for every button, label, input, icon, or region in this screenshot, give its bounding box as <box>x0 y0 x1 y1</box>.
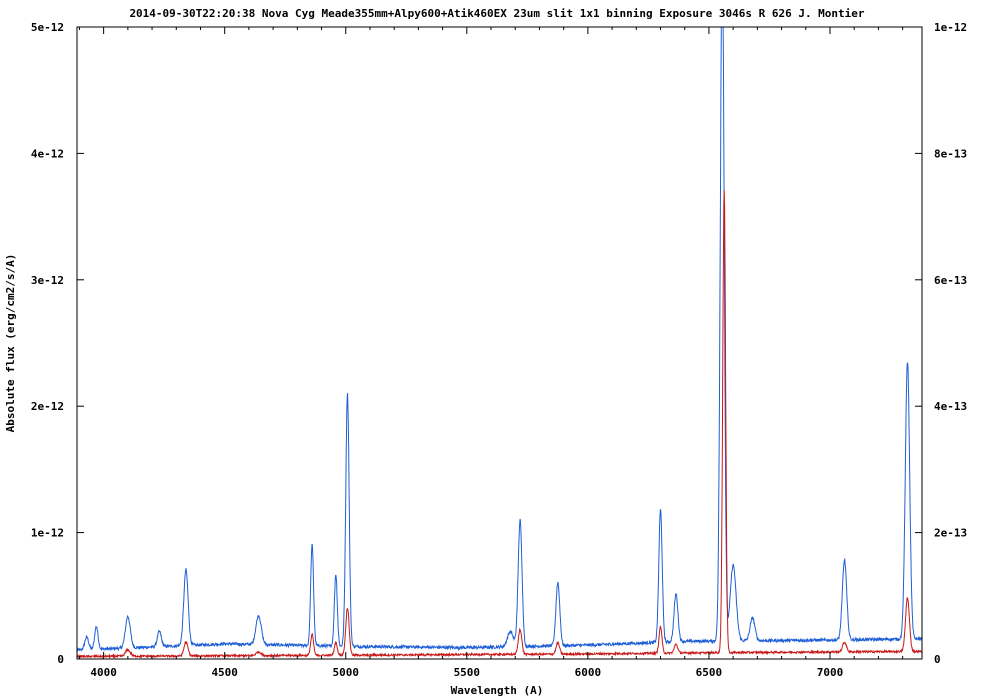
series-line-left-axis <box>77 27 922 653</box>
y-right-tick-label: 0 <box>934 653 941 666</box>
y-left-tick-label: 5e-12 <box>31 21 64 34</box>
x-axis: 4000 4500 5000 5500 6000 6500 7000 <box>78 27 904 679</box>
x-tick-label: 5000 <box>333 666 360 679</box>
y-left-tick-label: 2e-12 <box>31 400 64 413</box>
series-layer <box>77 27 922 659</box>
plot-frame <box>76 26 923 660</box>
y-right-tick-label: 2e-13 <box>934 527 967 540</box>
y-left-tick-label: 1e-12 <box>31 527 64 540</box>
y-left-tick-label: 3e-12 <box>31 274 64 287</box>
y-axis-left: 0 1e-12 2e-12 3e-12 4e-12 5e-12 <box>31 21 84 666</box>
x-tick-label: 6000 <box>575 666 602 679</box>
y-right-tick-label: 4e-13 <box>934 400 967 413</box>
y-axis-label: Absolute flux (erg/cm2/s/A) <box>4 254 17 433</box>
y-left-tick-label: 0 <box>57 653 64 666</box>
y-left-tick-label: 4e-12 <box>31 147 64 160</box>
y-right-tick-label: 8e-13 <box>934 147 967 160</box>
series-line-right-axis <box>77 190 922 659</box>
y-axis-right: 0 2e-13 4e-13 6e-13 8e-13 1e-12 <box>915 21 967 666</box>
x-tick-label: 6500 <box>696 666 723 679</box>
x-axis-label: Wavelength (A) <box>451 684 544 697</box>
x-tick-label: 4500 <box>211 666 238 679</box>
x-tick-label: 4000 <box>90 666 117 679</box>
y-right-tick-label: 1e-12 <box>934 21 967 34</box>
x-tick-label: 5500 <box>454 666 481 679</box>
chart-title: 2014-09-30T22:20:38 Nova Cyg Meade355mm+… <box>129 7 864 20</box>
y-right-tick-label: 6e-13 <box>934 274 967 287</box>
x-tick-label: 7000 <box>817 666 844 679</box>
